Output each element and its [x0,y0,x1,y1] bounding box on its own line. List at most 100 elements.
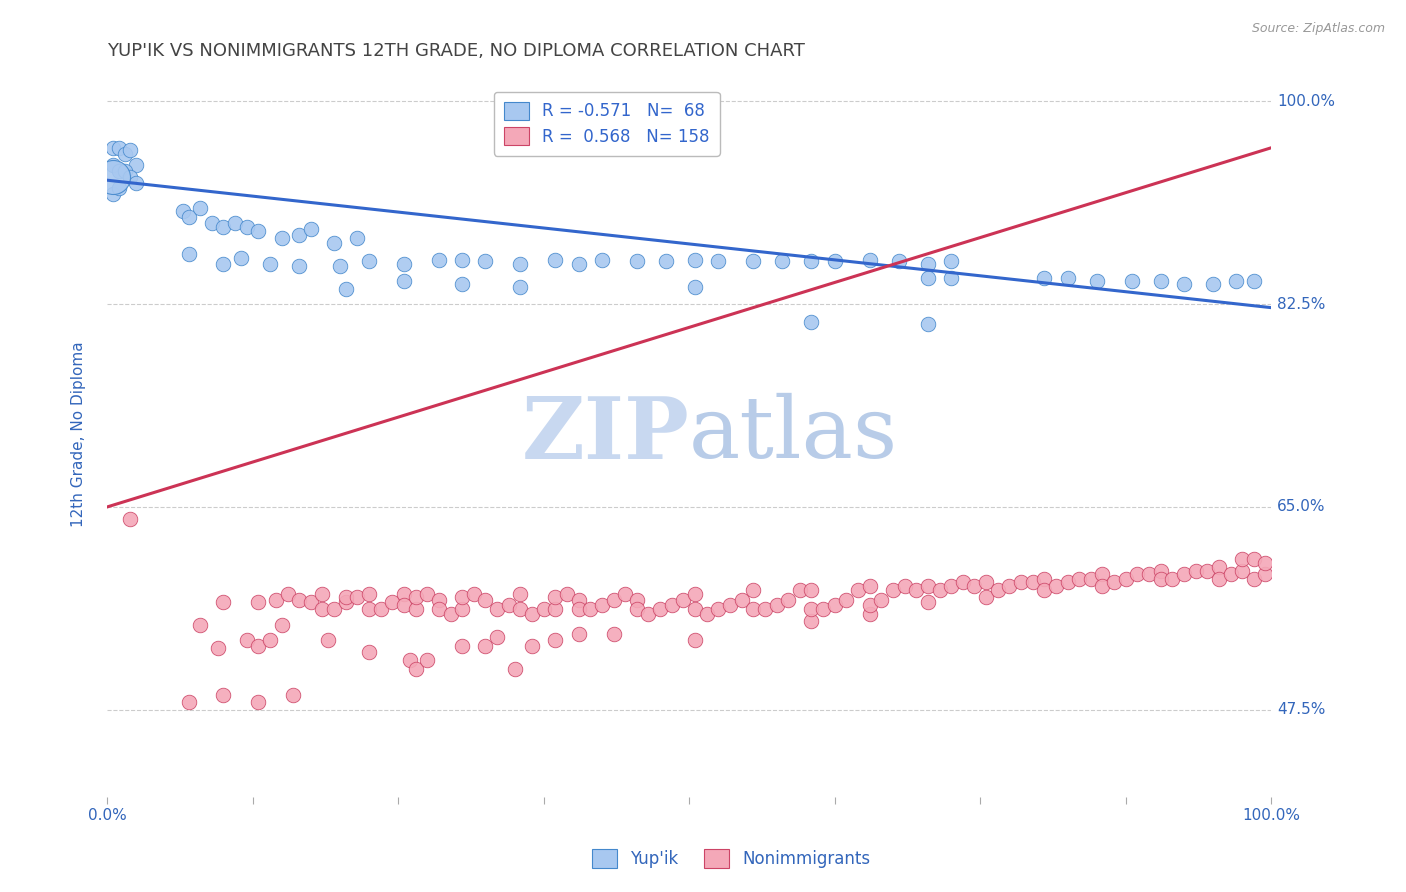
Point [1254,567,1277,582]
Point [120,169,142,184]
Point [288,227,311,242]
Point [544,633,567,648]
Point [427,592,450,607]
Point [1243,552,1265,566]
Point [451,639,474,653]
Point [887,254,910,268]
Point [974,575,997,590]
Point [998,579,1021,593]
Point [335,591,357,605]
Point [579,602,602,616]
Point [381,595,404,609]
Point [1115,572,1137,586]
Point [212,595,235,609]
Point [346,231,368,245]
Text: YUP'IK VS NONIMMIGRANTS 12TH GRADE, NO DIPLOMA CORRELATION CHART: YUP'IK VS NONIMMIGRANTS 12TH GRADE, NO D… [107,42,806,60]
Point [811,602,834,616]
Point [1033,583,1056,598]
Point [335,282,357,296]
Point [683,280,706,294]
Point [1150,572,1173,586]
Point [1202,277,1225,292]
Point [1161,572,1184,586]
Point [405,602,427,616]
Point [893,579,915,593]
Point [177,247,200,261]
Point [917,270,939,285]
Point [207,641,229,656]
Point [288,592,311,607]
Point [509,587,531,601]
Point [800,583,823,598]
Point [1173,567,1195,582]
Point [188,201,211,215]
Point [905,583,928,598]
Point [568,592,591,607]
Point [544,253,567,268]
Point [1056,575,1078,590]
Point [405,591,427,605]
Text: 82.5%: 82.5% [1277,297,1326,311]
Point [987,583,1010,598]
Point [107,164,129,178]
Point [427,602,450,616]
Point [1080,572,1102,586]
Point [323,235,346,250]
Point [405,662,427,676]
Point [770,254,793,268]
Point [974,591,997,605]
Point [963,579,986,593]
Point [120,143,142,157]
Point [1219,567,1241,582]
Point [311,587,333,601]
Point [125,158,148,172]
Legend: R = -0.571   N=  68, R =  0.568   N= 158: R = -0.571 N= 68, R = 0.568 N= 158 [494,92,720,155]
Point [316,633,339,648]
Point [1033,572,1056,586]
Point [1232,564,1254,578]
Point [1243,274,1265,288]
Y-axis label: 12th Grade, No Diploma: 12th Grade, No Diploma [72,342,86,527]
Point [859,253,882,268]
Point [188,618,211,632]
Point [270,618,292,632]
Point [486,602,509,616]
Point [637,607,659,621]
Point [270,231,292,245]
Point [778,592,800,607]
Point [503,662,526,676]
Point [683,587,706,601]
Point [346,591,368,605]
Point [544,602,567,616]
Point [1197,564,1219,578]
Point [107,181,129,195]
Point [212,688,235,702]
Point [707,602,730,616]
Point [509,602,531,616]
Point [568,257,591,271]
Point [1137,567,1160,582]
Point [288,259,311,273]
Point [939,270,962,285]
Point [602,627,624,641]
Point [277,587,299,601]
Point [212,257,235,271]
Point [1243,572,1265,586]
Point [463,587,485,601]
Point [474,592,496,607]
Point [1208,560,1230,574]
Point [939,254,962,268]
Point [1091,567,1114,582]
Point [509,280,531,294]
Point [299,222,322,236]
Point [655,254,678,268]
Point [683,253,706,268]
Point [370,602,392,616]
Point [917,579,939,593]
Point [114,164,136,178]
Point [474,639,496,653]
Point [335,595,357,609]
Point [101,169,124,184]
Point [800,254,823,268]
Point [742,254,765,268]
